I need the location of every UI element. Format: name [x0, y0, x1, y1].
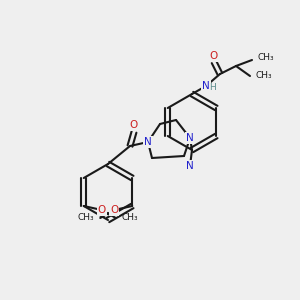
Text: O: O — [210, 51, 218, 61]
Text: N: N — [144, 137, 152, 147]
Text: CH₃: CH₃ — [256, 71, 273, 80]
Text: H: H — [208, 83, 215, 92]
Text: CH₃: CH₃ — [122, 214, 138, 223]
Text: N: N — [186, 133, 194, 143]
Text: CH₃: CH₃ — [78, 214, 94, 223]
Text: N: N — [202, 81, 210, 91]
Text: O: O — [130, 120, 138, 130]
Text: O: O — [110, 205, 118, 215]
Text: N: N — [186, 161, 194, 171]
Text: CH₃: CH₃ — [258, 53, 274, 62]
Text: O: O — [98, 205, 106, 215]
